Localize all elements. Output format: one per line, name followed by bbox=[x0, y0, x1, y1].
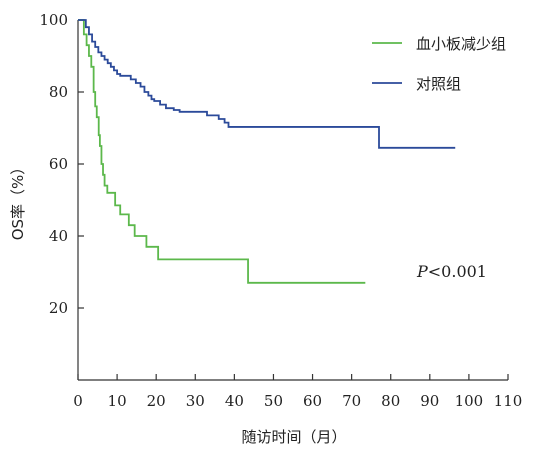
x-tick-label: 100 bbox=[455, 392, 484, 410]
x-tick-label: 60 bbox=[303, 392, 322, 410]
p-value-symbol: P bbox=[416, 262, 428, 281]
x-tick-label: 110 bbox=[494, 392, 523, 410]
x-tick-label: 80 bbox=[381, 392, 400, 410]
x-tick-label: 90 bbox=[420, 392, 439, 410]
x-tick-label: 40 bbox=[225, 392, 244, 410]
x-tick-label: 20 bbox=[147, 392, 166, 410]
y-axis-title: OS率（%） bbox=[9, 160, 27, 241]
p-value-annotation: P<0.001 bbox=[416, 262, 487, 281]
legend-label-1: 血小板减少组 bbox=[416, 35, 506, 53]
x-axis-title: 随访时间（月） bbox=[241, 428, 346, 446]
y-tick-label: 80 bbox=[49, 83, 68, 101]
x-tick-label: 70 bbox=[342, 392, 361, 410]
series-line-1 bbox=[78, 19, 366, 284]
y-tick-label: 60 bbox=[49, 155, 68, 173]
x-tick-label: 30 bbox=[186, 392, 205, 410]
axes: 20 40 60 80 100 0 10 20 30 40 50 60 70 80 90 100 110 bbox=[39, 11, 522, 410]
x-tick-label: 50 bbox=[264, 392, 283, 410]
legend-label-2: 对照组 bbox=[416, 75, 461, 93]
y-tick-label: 40 bbox=[49, 227, 68, 245]
series-layer bbox=[78, 19, 456, 284]
y-tick-label: 100 bbox=[39, 11, 68, 29]
y-tick-label: 20 bbox=[49, 299, 68, 317]
series-line-2 bbox=[78, 19, 456, 149]
x-tick-label: 10 bbox=[108, 392, 127, 410]
p-value-text: <0.001 bbox=[428, 262, 487, 281]
x-tick-label: 0 bbox=[73, 392, 83, 410]
